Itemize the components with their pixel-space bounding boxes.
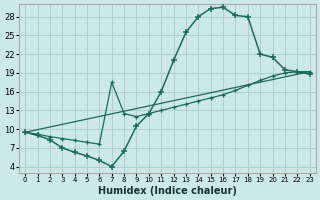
X-axis label: Humidex (Indice chaleur): Humidex (Indice chaleur)	[98, 186, 237, 196]
